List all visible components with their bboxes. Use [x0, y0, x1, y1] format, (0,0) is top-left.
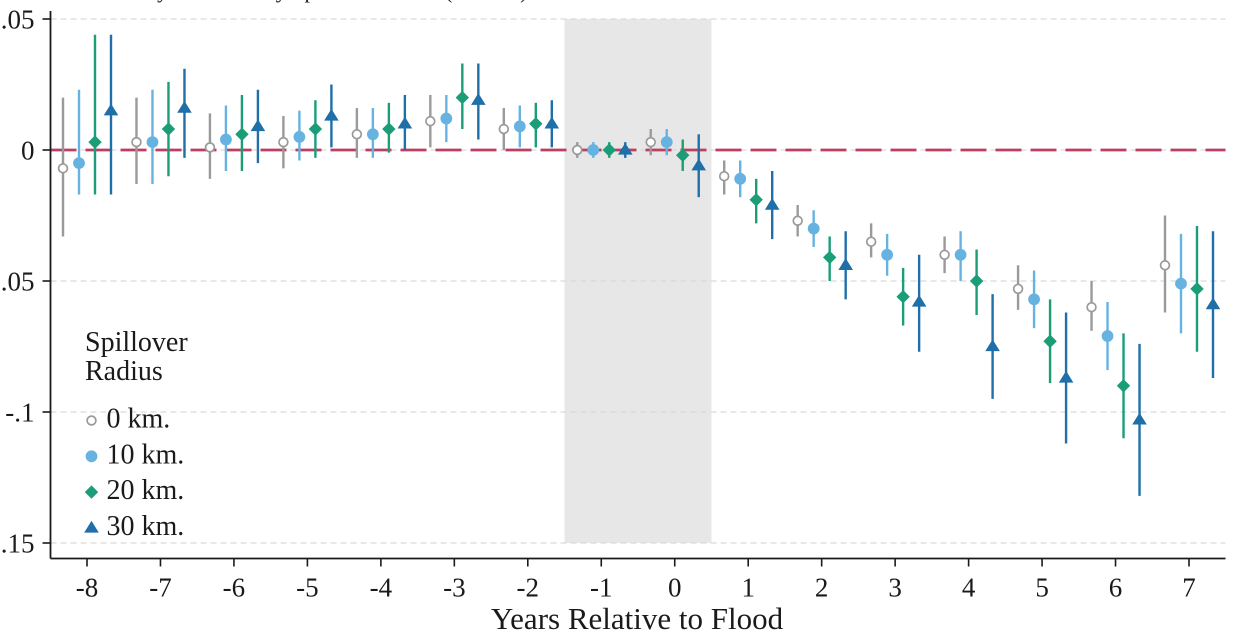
svg-text:4: 4	[962, 573, 976, 603]
svg-text:-.1: -.1	[5, 398, 34, 428]
svg-text:20 km.: 20 km.	[107, 475, 185, 506]
svg-text:-.15: -.15	[0, 529, 35, 559]
svg-text:Years Relative to Flood: Years Relative to Flood	[491, 601, 784, 636]
svg-text:-.05: -.05	[0, 267, 35, 297]
svg-text:-3: -3	[443, 573, 466, 603]
svg-text:-6: -6	[223, 573, 246, 603]
svg-text:-2: -2	[517, 573, 540, 603]
svg-text:0 km.: 0 km.	[107, 404, 171, 435]
svg-text:-7: -7	[149, 573, 172, 603]
svg-text:5: 5	[1035, 573, 1049, 603]
svg-text:6: 6	[1109, 573, 1123, 603]
svg-text:-4: -4	[370, 573, 393, 603]
svg-text:Spillover: Spillover	[85, 327, 188, 358]
svg-text:30 km.: 30 km.	[107, 511, 185, 542]
svg-text:0: 0	[21, 136, 35, 166]
svg-text:Event Study Estimates by Spill: Event Study Estimates by Spillover Radiu…	[60, 0, 527, 3]
svg-text:1: 1	[741, 573, 755, 603]
svg-text:2: 2	[815, 573, 829, 603]
svg-text:0: 0	[668, 573, 682, 603]
svg-text:7: 7	[1182, 573, 1196, 603]
svg-text:3: 3	[888, 573, 902, 603]
svg-text:-5: -5	[296, 573, 319, 603]
svg-text:-8: -8	[76, 573, 99, 603]
svg-text:10 km.: 10 km.	[107, 439, 185, 470]
svg-text:-1: -1	[590, 573, 613, 603]
svg-text:Radius: Radius	[85, 356, 163, 387]
svg-text:.05: .05	[1, 5, 35, 35]
